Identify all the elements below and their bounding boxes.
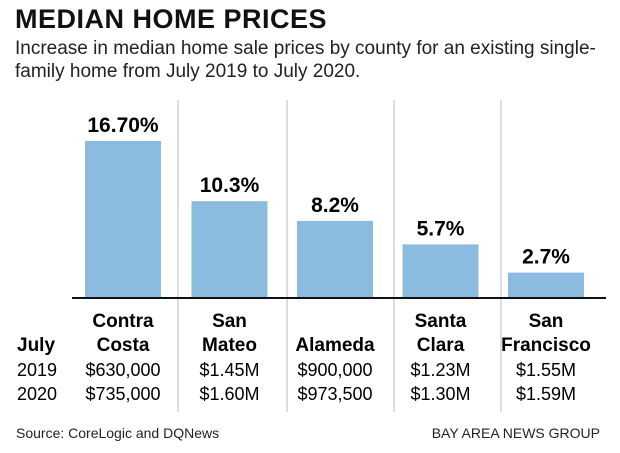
data-label: 8.2% — [311, 194, 359, 217]
bar — [508, 272, 584, 298]
data-label: 5.7% — [417, 217, 465, 240]
data-label: 10.3% — [200, 174, 260, 197]
category-label: Clara — [417, 335, 465, 356]
category-label: San — [529, 311, 564, 332]
table-cell: $900,000 — [297, 360, 372, 380]
bar — [85, 141, 161, 298]
bar — [191, 201, 268, 298]
category-label: Santa — [415, 311, 467, 332]
source-note: Source: CoreLogic and DQNews — [16, 425, 220, 441]
table-cell: $1.55M — [516, 360, 576, 380]
row-label: 2019 — [17, 360, 57, 380]
table-cell: $1.59M — [516, 384, 576, 404]
table-cell: $1.60M — [199, 384, 259, 404]
category-label: Alameda — [295, 335, 375, 356]
category-label: Francisco — [501, 335, 591, 356]
data-label: 2.7% — [522, 246, 570, 269]
category-label: Contra — [92, 311, 154, 332]
table-cell: $630,000 — [85, 360, 160, 380]
table-cell: $1.30M — [410, 384, 470, 404]
chart-title: MEDIAN HOME PRICES — [15, 4, 328, 34]
table-cell: $1.45M — [199, 360, 259, 380]
row-header: July — [17, 335, 55, 356]
bar — [402, 244, 479, 298]
category-label: Mateo — [202, 335, 257, 356]
chart-subtitle: Increase in median home sale prices by c… — [15, 38, 596, 82]
row-label: 2020 — [17, 384, 57, 404]
table-cell: $1.23M — [410, 360, 470, 380]
bar — [297, 220, 373, 298]
credit: BAY AREA NEWS GROUP — [431, 425, 600, 441]
table-cell: $735,000 — [85, 384, 160, 404]
data-label: 16.70% — [87, 114, 159, 137]
category-label: San — [212, 311, 247, 332]
category-label: Costa — [97, 335, 150, 356]
table-cell: $973,500 — [297, 384, 372, 404]
